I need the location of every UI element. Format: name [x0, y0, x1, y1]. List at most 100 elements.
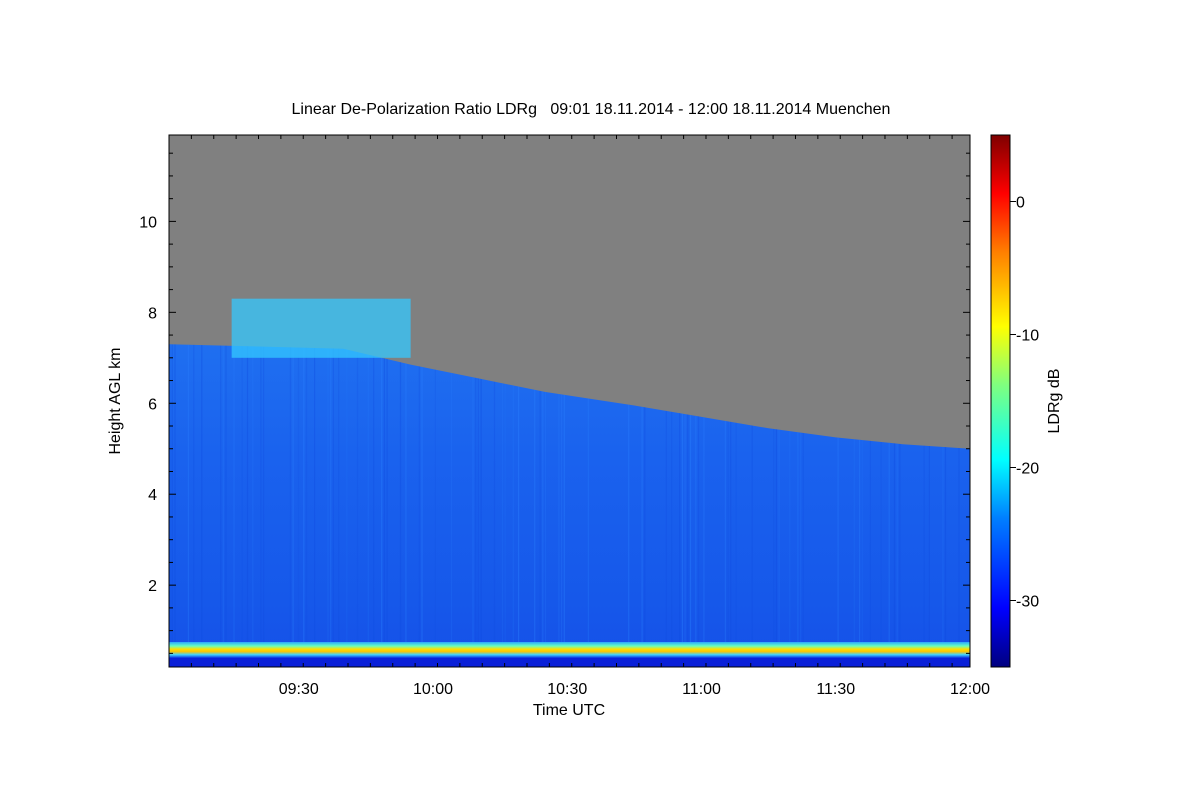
- texture-stripe: [778, 344, 780, 667]
- texture-stripe: [246, 344, 249, 667]
- texture-stripe: [751, 344, 753, 667]
- texture-stripe: [383, 344, 385, 667]
- texture-stripe: [958, 344, 960, 667]
- texture-stripe: [193, 344, 195, 667]
- texture-stripe: [928, 344, 930, 667]
- texture-stripe: [861, 344, 863, 667]
- texture-stripe: [472, 344, 474, 667]
- texture-stripe: [775, 344, 777, 667]
- texture-stripe: [628, 344, 630, 667]
- texture-stripe: [893, 344, 896, 667]
- texture-stripe: [687, 344, 689, 667]
- texture-stripe: [381, 344, 383, 667]
- x-tick-label: 10:00: [413, 681, 453, 698]
- texture-stripe: [800, 344, 802, 667]
- signal-field: [169, 344, 970, 667]
- texture-stripe: [944, 344, 947, 667]
- x-tick-label: 11:30: [816, 681, 855, 698]
- texture-stripe: [789, 344, 791, 667]
- texture-stripe: [880, 344, 882, 667]
- y-axis-label: Height AGL km: [107, 347, 124, 454]
- texture-stripe: [558, 344, 560, 667]
- texture-stripe: [297, 344, 300, 667]
- texture-stripe: [480, 344, 482, 667]
- texture-stripe: [837, 344, 839, 667]
- texture-stripe: [233, 344, 235, 667]
- x-tick-label: 10:30: [547, 681, 587, 698]
- texture-stripe: [222, 344, 224, 667]
- near-ground-band: [169, 657, 970, 667]
- boundary-layer: [169, 641, 970, 658]
- texture-stripe: [260, 344, 262, 667]
- texture-stripe: [263, 344, 265, 667]
- colorbar-label: LDRg dB: [1046, 369, 1063, 434]
- y-tick-label: 10: [139, 214, 157, 231]
- texture-stripe: [327, 344, 329, 667]
- texture-stripe: [671, 344, 673, 667]
- texture-stripe: [681, 344, 683, 667]
- texture-stripe: [418, 344, 420, 667]
- colorbar: [990, 134, 1011, 668]
- texture-stripe: [802, 344, 804, 667]
- texture-stripe: [252, 344, 254, 667]
- x-tick-label: 11:00: [682, 681, 721, 698]
- texture-stripe: [563, 344, 565, 667]
- chart-title: Linear De-Polarization Ratio LDRg 09:01 …: [292, 101, 891, 118]
- texture-stripe: [169, 344, 171, 667]
- plot-frame: [168, 134, 971, 668]
- texture-stripe: [679, 344, 681, 667]
- texture-stripe: [697, 344, 700, 667]
- texture-stripe: [896, 344, 898, 667]
- x-tick-label: 09:30: [279, 681, 319, 698]
- colorbar-tick-label: -10: [1016, 328, 1039, 345]
- texture-stripe: [187, 344, 189, 667]
- texture-stripe: [356, 344, 359, 667]
- texture-stripe: [888, 344, 890, 667]
- texture-stripe: [450, 344, 453, 667]
- texture-stripe: [220, 344, 222, 667]
- texture-stripe: [644, 344, 646, 667]
- texture-stripe: [923, 344, 925, 667]
- texture-stripe: [899, 344, 901, 667]
- texture-stripe: [303, 344, 305, 667]
- texture-stripe: [587, 344, 589, 667]
- texture-stripe: [561, 344, 563, 667]
- texture-stripe: [504, 344, 506, 667]
- texture-stripe: [477, 344, 479, 667]
- texture-stripe: [539, 344, 541, 667]
- texture-stripe: [346, 344, 348, 667]
- texture-stripe: [314, 344, 316, 667]
- texture-stripe: [421, 344, 423, 667]
- texture-stripe: [367, 344, 369, 667]
- texture-stripe: [501, 344, 504, 667]
- y-tick-label: 8: [148, 305, 157, 322]
- texture-stripe: [735, 344, 737, 667]
- x-axis: 09:30 10:00 10:30 11:00 11:30 12:00: [168, 135, 990, 698]
- texture-stripe: [493, 344, 496, 667]
- texture-stripe: [684, 344, 686, 667]
- texture-stripe: [289, 344, 291, 667]
- x-tick-label: 12:00: [950, 681, 990, 698]
- texture-stripe: [434, 344, 436, 667]
- texture-stripe: [869, 344, 871, 667]
- texture-stripe: [853, 344, 855, 667]
- signal-texture: [169, 344, 960, 667]
- texture-stripe: [338, 344, 340, 667]
- texture-stripe: [386, 344, 388, 667]
- texture-stripe: [475, 344, 477, 667]
- texture-stripe: [942, 344, 944, 667]
- texture-stripe: [171, 344, 173, 667]
- texture-stripe: [512, 344, 514, 667]
- cirrus-layer: [231, 298, 411, 358]
- texture-stripe: [225, 344, 227, 667]
- colorbar-tick-label: -20: [1016, 461, 1039, 478]
- x-axis-label: Time UTC: [533, 702, 605, 719]
- texture-stripe: [724, 344, 726, 667]
- texture-stripe: [703, 344, 705, 667]
- texture-stripe: [542, 344, 544, 667]
- texture-stripe: [544, 344, 547, 667]
- texture-stripe: [405, 344, 407, 667]
- colorbar-tick-label: 0: [1016, 195, 1025, 212]
- plot-area: [169, 135, 970, 667]
